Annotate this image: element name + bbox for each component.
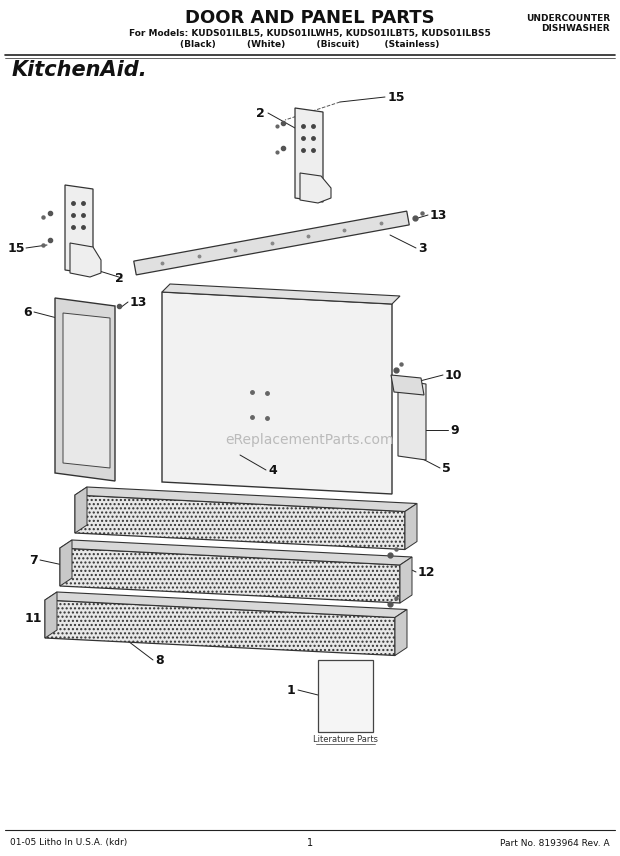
Text: 5: 5	[442, 461, 451, 474]
Text: 9: 9	[450, 424, 459, 437]
Polygon shape	[395, 609, 407, 656]
Polygon shape	[398, 380, 426, 460]
Polygon shape	[405, 503, 417, 550]
Text: 1: 1	[286, 683, 295, 697]
Text: eReplacementParts.com: eReplacementParts.com	[226, 433, 394, 447]
Polygon shape	[45, 592, 57, 638]
Polygon shape	[162, 292, 392, 494]
Text: For Models: KUDS01ILBL5, KUDS01ILWH5, KUDS01ILBT5, KUDS01ILBS5: For Models: KUDS01ILBL5, KUDS01ILWH5, KU…	[129, 28, 491, 38]
Polygon shape	[70, 243, 101, 277]
Text: 3: 3	[418, 241, 427, 254]
Bar	[318, 660, 373, 732]
Polygon shape	[63, 313, 110, 468]
Polygon shape	[75, 495, 405, 550]
Polygon shape	[75, 487, 417, 512]
Polygon shape	[45, 600, 395, 656]
Text: 13: 13	[130, 295, 148, 308]
Text: 01-05 Litho In U.S.A. (kdr): 01-05 Litho In U.S.A. (kdr)	[10, 839, 127, 847]
Polygon shape	[75, 487, 87, 533]
Text: 12: 12	[418, 566, 435, 579]
Polygon shape	[60, 540, 72, 586]
Text: 7: 7	[29, 554, 38, 567]
Text: 8: 8	[155, 653, 164, 667]
Text: 10: 10	[445, 368, 463, 382]
Text: KitchenAid.: KitchenAid.	[12, 60, 148, 80]
Text: 13: 13	[430, 209, 448, 222]
Polygon shape	[300, 173, 331, 203]
Text: DISHWASHER: DISHWASHER	[541, 23, 610, 33]
Polygon shape	[55, 298, 115, 481]
Polygon shape	[162, 284, 400, 304]
Text: UNDERCOUNTER: UNDERCOUNTER	[526, 14, 610, 22]
Text: (Black)          (White)          (Biscuit)        (Stainless): (Black) (White) (Biscuit) (Stainless)	[180, 39, 440, 49]
Polygon shape	[391, 375, 424, 395]
Text: 2: 2	[256, 106, 265, 120]
Polygon shape	[60, 540, 412, 565]
Polygon shape	[134, 211, 409, 275]
Text: 4: 4	[268, 463, 277, 477]
Text: Part No. 8193964 Rev. A: Part No. 8193964 Rev. A	[500, 839, 610, 847]
Polygon shape	[400, 557, 412, 603]
Text: DOOR AND PANEL PARTS: DOOR AND PANEL PARTS	[185, 9, 435, 27]
Polygon shape	[45, 592, 407, 617]
Text: 15: 15	[8, 241, 25, 254]
Text: 15: 15	[388, 91, 405, 104]
Polygon shape	[65, 185, 93, 274]
Polygon shape	[295, 108, 323, 202]
Polygon shape	[60, 548, 400, 603]
Text: 2: 2	[115, 271, 124, 284]
Text: 6: 6	[24, 306, 32, 318]
Text: 1: 1	[307, 838, 313, 848]
Text: Literature Parts: Literature Parts	[313, 735, 378, 745]
Text: 11: 11	[25, 611, 42, 625]
